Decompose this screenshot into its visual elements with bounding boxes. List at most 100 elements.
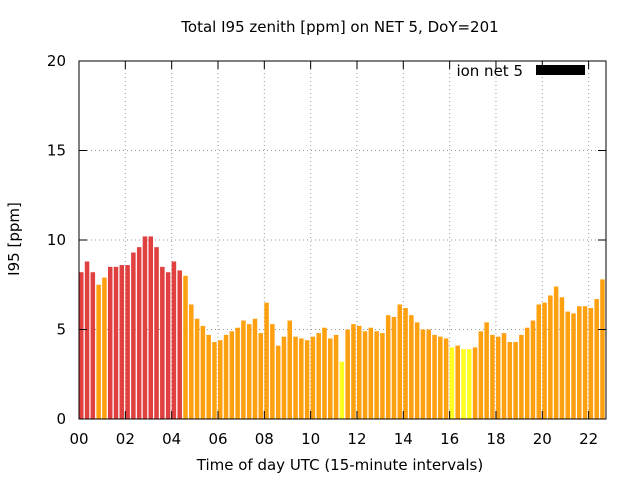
- x-tick-label: 04: [162, 430, 181, 448]
- y-tick-label: 10: [47, 231, 66, 249]
- x-tick-labels: 00 02 04 06 08 10 12 14 16 18 20 22: [69, 430, 598, 448]
- bar: [194, 318, 200, 419]
- bar: [374, 331, 379, 419]
- bar: [79, 272, 84, 419]
- bar: [577, 306, 582, 419]
- bar: [281, 336, 287, 419]
- bar-series: [79, 236, 605, 419]
- x-tick-label: 06: [208, 430, 227, 448]
- x-tick-label: 00: [69, 430, 88, 448]
- bar: [189, 304, 194, 419]
- x-axis-label: Time of day UTC (15-minute intervals): [196, 456, 483, 474]
- bar: [102, 277, 107, 419]
- bar: [328, 338, 333, 419]
- bar: [339, 361, 345, 419]
- bar: [235, 327, 240, 419]
- bar: [449, 347, 455, 419]
- bar: [229, 331, 235, 419]
- bar: [177, 270, 182, 419]
- y-tick-label: 5: [56, 321, 66, 339]
- bar: [542, 302, 547, 419]
- bar: [275, 345, 281, 419]
- bar: [200, 325, 206, 419]
- bar: [264, 302, 269, 419]
- x-tick-label: 16: [440, 430, 459, 448]
- x-tick-label: 02: [116, 430, 135, 448]
- bar: [270, 324, 275, 419]
- bar: [461, 349, 466, 419]
- bar: [455, 345, 460, 419]
- bar: [310, 336, 316, 419]
- x-tick-label: 14: [394, 430, 413, 448]
- bar: [107, 266, 113, 419]
- bar: [333, 334, 339, 419]
- axis-ticks: [78, 60, 606, 420]
- bar: [594, 299, 599, 419]
- x-tick-label: 18: [486, 430, 505, 448]
- bar: [90, 272, 96, 419]
- bar: [391, 316, 397, 419]
- bar: [322, 327, 327, 419]
- x-tick-label: 08: [255, 430, 274, 448]
- bar: [136, 247, 142, 419]
- bar: [119, 265, 125, 419]
- x-tick-label: 12: [347, 430, 366, 448]
- bar: [293, 336, 298, 419]
- bar: [501, 333, 507, 419]
- bar: [490, 334, 495, 419]
- x-tick-label: 20: [533, 430, 552, 448]
- bar: [467, 349, 472, 419]
- bar: [287, 320, 293, 419]
- bar: [588, 308, 594, 419]
- chart-title: Total I95 zenith [ppm] on NET 5, DoY=201: [180, 18, 498, 36]
- bar: [171, 261, 177, 419]
- bar: [443, 338, 449, 419]
- bar: [223, 334, 229, 419]
- bar: [368, 327, 374, 419]
- bar: [351, 324, 356, 419]
- bar: [362, 331, 368, 419]
- bar: [559, 297, 565, 419]
- bar: [304, 340, 310, 419]
- bar: [125, 265, 130, 419]
- bar: [403, 308, 408, 419]
- bar: [148, 236, 154, 419]
- y-axis-label: I95 [ppm]: [5, 202, 23, 276]
- legend: ion net 5: [456, 62, 585, 80]
- bar: [524, 327, 530, 419]
- bar: [571, 313, 576, 419]
- bar: [206, 334, 211, 419]
- x-tick-label: 10: [301, 430, 320, 448]
- bar: [183, 275, 188, 419]
- bar: [241, 320, 246, 419]
- bar: [495, 336, 501, 419]
- bar: [478, 331, 484, 419]
- legend-label: ion net 5: [456, 62, 523, 80]
- bar: [345, 329, 350, 419]
- bar: [217, 340, 223, 419]
- bar: [154, 247, 159, 419]
- bar: [536, 304, 542, 419]
- bar: [258, 333, 264, 419]
- bar: [246, 324, 252, 419]
- y-tick-labels: 0 5 10 15 20: [47, 52, 66, 428]
- bar: [438, 336, 443, 419]
- bar: [553, 286, 559, 419]
- bar: [380, 333, 385, 419]
- bar: [513, 342, 518, 419]
- bar: [299, 338, 304, 419]
- bar: [397, 304, 403, 419]
- bar: [432, 334, 437, 419]
- bar: [484, 322, 489, 419]
- bar: [600, 279, 605, 419]
- bar: [252, 318, 258, 419]
- bar: [212, 342, 217, 419]
- x-tick-label: 22: [579, 430, 598, 448]
- bar: [160, 266, 165, 419]
- bar: [96, 284, 101, 419]
- legend-swatch: [536, 65, 585, 75]
- bar: [131, 252, 136, 419]
- y-tick-label: 20: [47, 52, 66, 70]
- bar: [84, 261, 90, 419]
